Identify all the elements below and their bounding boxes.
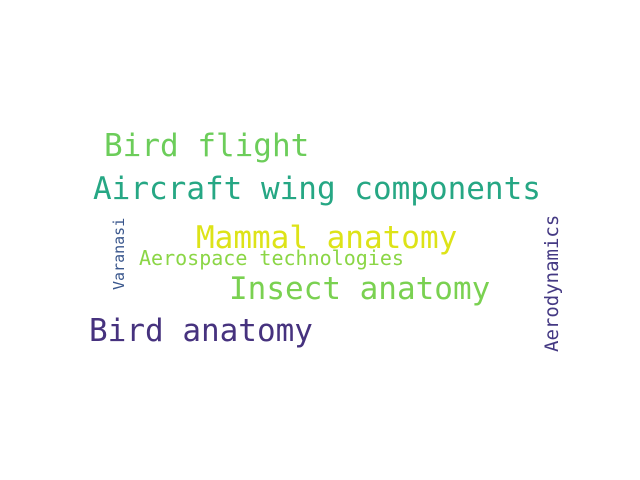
- word-aircraft-wing-components: Aircraft wing components: [93, 171, 541, 207]
- word-bird-flight: Bird flight: [104, 128, 310, 164]
- word-insect-anatomy: Insect anatomy: [229, 271, 491, 307]
- word-varanasi: Varanasi: [110, 217, 128, 290]
- word-aerodynamics: Aerodynamics: [541, 214, 563, 352]
- word-mammal-anatomy: Mammal anatomy: [196, 220, 458, 256]
- word-aerospace-technologies: Aerospace technologies: [139, 246, 404, 270]
- word-bird-anatomy: Bird anatomy: [89, 313, 313, 349]
